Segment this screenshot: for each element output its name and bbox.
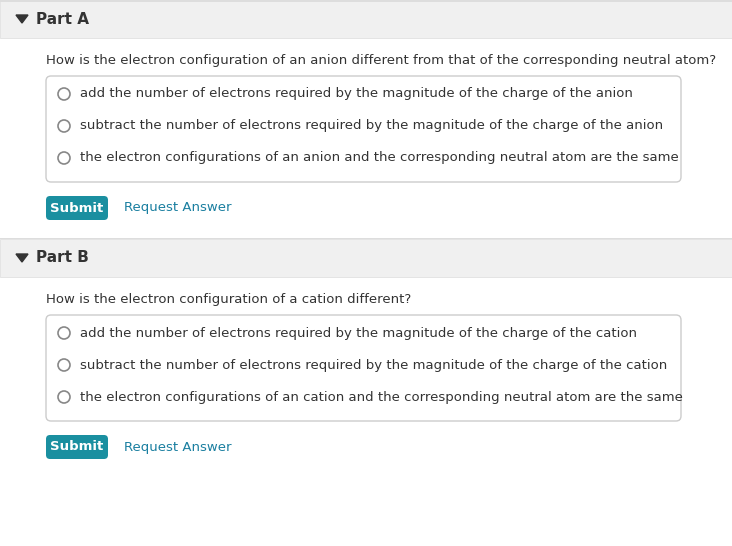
Circle shape [58, 88, 70, 100]
Circle shape [58, 327, 70, 339]
Text: Part B: Part B [36, 251, 89, 265]
Text: Request Answer: Request Answer [124, 441, 231, 454]
Bar [0, 0, 732, 2]
Circle shape [58, 120, 70, 132]
Circle shape [58, 391, 70, 403]
Text: How is the electron configuration of a cation different?: How is the electron configuration of a c… [46, 293, 411, 306]
Text: Part A: Part A [36, 11, 89, 27]
Text: subtract the number of electrons required by the magnitude of the charge of the : subtract the number of electrons require… [80, 359, 668, 371]
FancyBboxPatch shape [46, 315, 681, 421]
Text: How is the electron configuration of an anion different from that of the corresp: How is the electron configuration of an … [46, 54, 716, 67]
Text: add the number of electrons required by the magnitude of the charge of the anion: add the number of electrons required by … [80, 87, 633, 100]
Polygon shape [16, 254, 28, 262]
Polygon shape [16, 15, 28, 23]
Text: the electron configurations of an anion and the corresponding neutral atom are t: the electron configurations of an anion … [80, 151, 679, 164]
Text: add the number of electrons required by the magnitude of the charge of the catio: add the number of electrons required by … [80, 327, 637, 340]
Bar [0, 239, 732, 277]
Text: Submit: Submit [51, 201, 104, 215]
FancyBboxPatch shape [46, 435, 108, 459]
Text: the electron configurations of an cation and the corresponding neutral atom are : the electron configurations of an cation… [80, 390, 683, 403]
Circle shape [58, 152, 70, 164]
FancyBboxPatch shape [46, 196, 108, 220]
Text: Request Answer: Request Answer [124, 201, 231, 215]
Bar [0, 0, 732, 38]
FancyBboxPatch shape [46, 76, 681, 182]
Circle shape [58, 359, 70, 371]
Bar [0, 238, 732, 239]
Text: Submit: Submit [51, 441, 104, 454]
Text: subtract the number of electrons required by the magnitude of the charge of the : subtract the number of electrons require… [80, 120, 663, 133]
Bar [0, 459, 732, 546]
